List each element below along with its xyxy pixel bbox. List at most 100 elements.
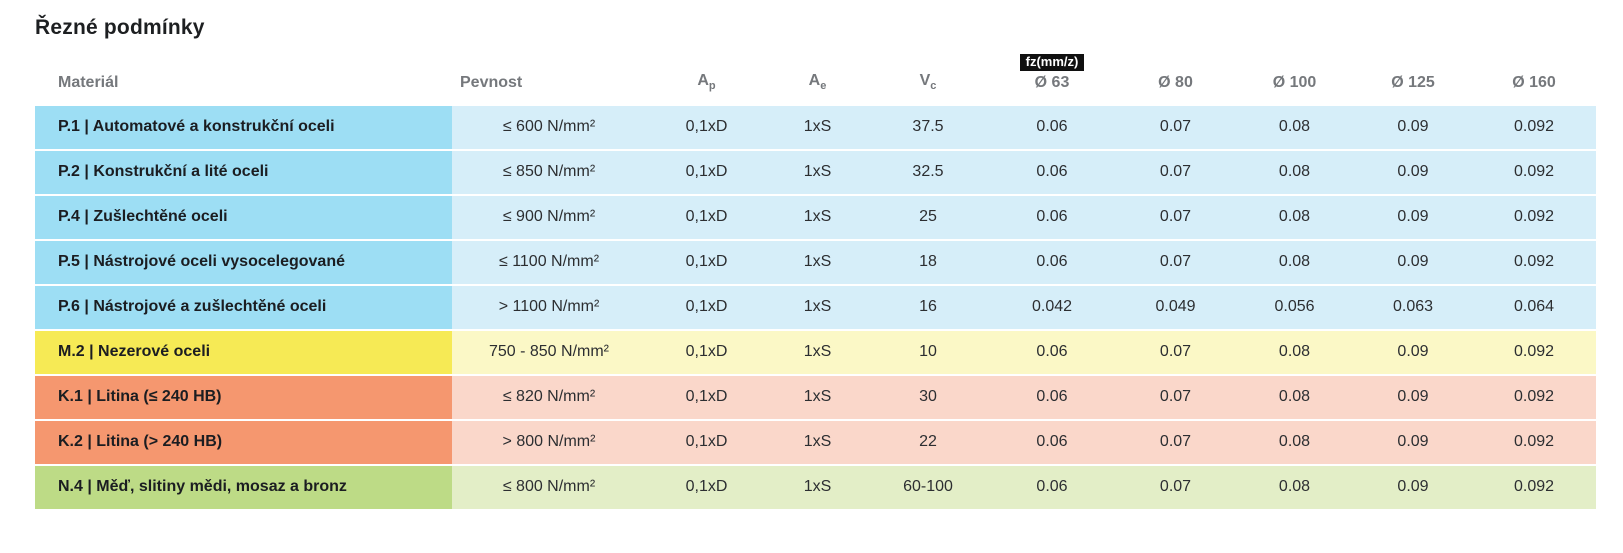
fz-d80-cell: 0.07 [1116,330,1235,374]
col-header-ap: Ap [646,54,767,104]
fz-d160-cell: 0.092 [1472,465,1596,509]
pevnost-cell: ≤ 600 N/mm² [452,105,646,149]
pevnost-cell: > 800 N/mm² [452,420,646,464]
cutting-conditions-table: Materiál Pevnost Ap Ae Vc fz(mm/z) Ø 63 … [35,52,1596,511]
fz-d125-cell: 0.09 [1354,195,1472,239]
fz-d100-cell: 0.08 [1235,375,1354,419]
col-header-ae: Ae [767,54,868,104]
col-header-d100: Ø 100 [1272,74,1317,92]
fz-d100-cell: 0.08 [1235,420,1354,464]
fz-d160-cell: 0.092 [1472,330,1596,374]
fz-d63-cell: 0.06 [988,240,1116,284]
material-cell: M.2 | Nezerové oceli [35,330,452,374]
ap-cell: 0,1xD [646,285,767,329]
fz-d63-cell: 0.06 [988,105,1116,149]
material-cell: P.2 | Konstrukční a lité oceli [35,150,452,194]
fz-d100-cell: 0.08 [1235,195,1354,239]
fz-d160-cell: 0.092 [1472,150,1596,194]
vc-cell: 25 [868,195,988,239]
fz-d125-cell: 0.09 [1354,420,1472,464]
ae-cell: 1xS [767,375,868,419]
fz-header-stack: fz(mm/z) Ø 63 [988,54,1116,92]
page-container: Řezné podmínky Materiál Pevnost Ap Ae Vc… [35,16,1596,511]
ap-cell: 0,1xD [646,375,767,419]
pevnost-cell: > 1100 N/mm² [452,285,646,329]
fz-d80-cell: 0.049 [1116,285,1235,329]
ae-subscript: e [820,79,827,92]
ae-cell: 1xS [767,285,868,329]
fz-d80-cell: 0.07 [1116,465,1235,509]
fz-unit-badge: fz(mm/z) [1019,54,1085,72]
table-row: P.2 | Konstrukční a lité oceli ≤ 850 N/mm… [35,150,1596,194]
page-title: Řezné podmínky [35,16,205,39]
ap-cell: 0,1xD [646,105,767,149]
vc-cell: 60-100 [868,465,988,509]
fz-d125-cell: 0.09 [1354,240,1472,284]
ae-label: A [808,71,821,89]
fz-d160-cell: 0.092 [1472,375,1596,419]
fz-d125-cell: 0.09 [1354,465,1472,509]
fz-d63-cell: 0.06 [988,330,1116,374]
ap-cell: 0,1xD [646,240,767,284]
ap-subscript: p [708,79,716,92]
ap-label: A [697,71,709,89]
fz-d100-cell: 0.08 [1235,240,1354,284]
pevnost-cell: ≤ 900 N/mm² [452,195,646,239]
ae-cell: 1xS [767,465,868,509]
fz-d100-cell: 0.08 [1235,105,1354,149]
fz-d125-cell: 0.09 [1354,150,1472,194]
pevnost-cell: ≤ 800 N/mm² [452,465,646,509]
fz-d160-cell: 0.092 [1472,105,1596,149]
fz-d125-cell: 0.09 [1354,375,1472,419]
fz-d100-cell: 0.08 [1235,150,1354,194]
ae-cell: 1xS [767,105,868,149]
vc-cell: 10 [868,330,988,374]
vc-cell: 32.5 [868,150,988,194]
fz-d125-cell: 0.09 [1354,105,1472,149]
ae-cell: 1xS [767,240,868,284]
ap-cell: 0,1xD [646,195,767,239]
fz-d63-cell: 0.06 [988,150,1116,194]
table-row: K.2 | Litina (> 240 HB) > 800 N/mm² 0,1xD 1… [35,420,1596,464]
vc-cell: 37.5 [868,105,988,149]
material-cell: P.4 | Zušlechtěné oceli [35,195,452,239]
fz-d80-cell: 0.07 [1116,420,1235,464]
pevnost-cell: ≤ 820 N/mm² [452,375,646,419]
fz-d80-cell: 0.07 [1116,150,1235,194]
fz-d63-cell: 0.06 [988,195,1116,239]
material-cell: P.5 | Nástrojové oceli vysocelegované [35,240,452,284]
vc-cell: 18 [868,240,988,284]
fz-d125-cell: 0.09 [1354,330,1472,374]
table-row: K.1 | Litina (≤ 240 HB) ≤ 820 N/mm² 0,1xD 1… [35,375,1596,419]
fz-d63-cell: 0.06 [988,375,1116,419]
fz-d125-cell: 0.063 [1354,285,1472,329]
fz-d63-cell: 0.06 [988,420,1116,464]
pevnost-cell: ≤ 1100 N/mm² [452,240,646,284]
ae-cell: 1xS [767,195,868,239]
col-header-pevnost: Pevnost [460,74,523,92]
ap-cell: 0,1xD [646,420,767,464]
fz-d80-cell: 0.07 [1116,375,1235,419]
col-header-d160: Ø 160 [1512,74,1556,92]
vc-cell: 30 [868,375,988,419]
table-row: P.5 | Nástrojové oceli vysocelegované ≤ 1… [35,240,1596,284]
d63-label: Ø 63 [1034,74,1070,92]
col-header-material: Materiál [58,74,119,92]
material-cell: K.1 | Litina (≤ 240 HB) [35,375,452,419]
fz-d63-cell: 0.06 [988,465,1116,509]
fz-d80-cell: 0.07 [1116,195,1235,239]
table-header: Materiál Pevnost Ap Ae Vc fz(mm/z) Ø 63 … [35,54,1596,104]
fz-d100-cell: 0.056 [1235,285,1354,329]
vc-label: V [919,71,931,89]
col-header-d63: fz(mm/z) Ø 63 [988,54,1116,104]
ap-cell: 0,1xD [646,150,767,194]
fz-d160-cell: 0.064 [1472,285,1596,329]
pevnost-cell: 750 - 850 N/mm² [452,330,646,374]
vc-cell: 16 [868,285,988,329]
fz-d80-cell: 0.07 [1116,240,1235,284]
fz-d160-cell: 0.092 [1472,195,1596,239]
table-row: M.2 | Nezerové oceli 750 - 850 N/mm² 0,1xD… [35,330,1596,374]
material-cell: P.1 | Automatové a konstrukční oceli [35,105,452,149]
col-header-vc: Vc [868,54,988,104]
table-row: P.4 | Zušlechtěné oceli ≤ 900 N/mm² 0,1xD 1… [35,195,1596,239]
